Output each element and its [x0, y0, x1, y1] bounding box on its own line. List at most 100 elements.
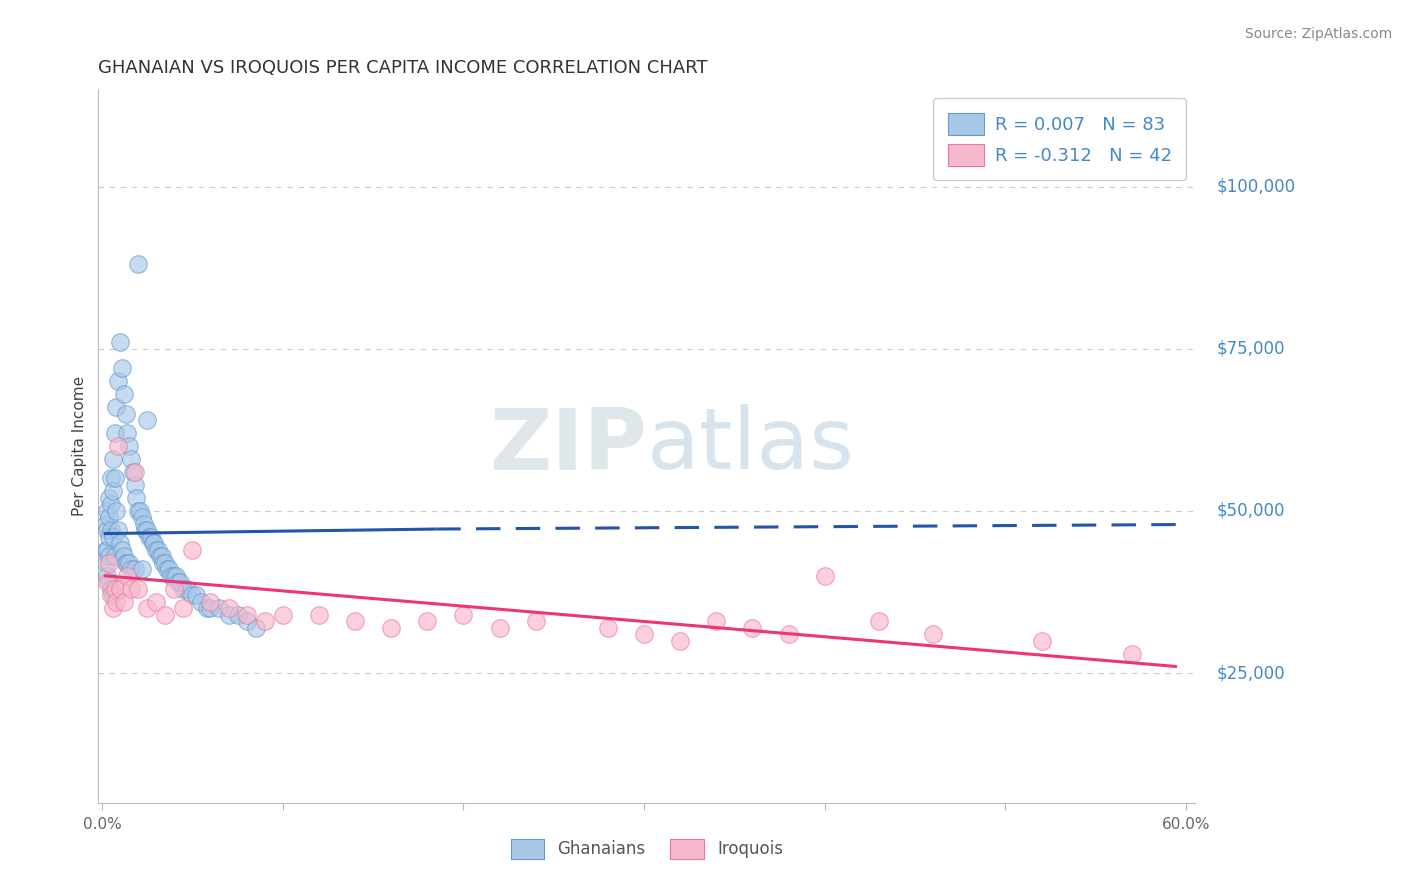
Point [129, 504, 152, 518]
Point [308, 607, 330, 622]
Point [112, 549, 135, 564]
Point [235, 614, 257, 628]
Point [134, 524, 156, 538]
Point [104, 582, 127, 596]
Point [150, 549, 173, 564]
Text: $50,000: $50,000 [1216, 502, 1285, 520]
Point [105, 595, 128, 609]
Point [117, 568, 139, 582]
Point [145, 595, 167, 609]
Point [107, 439, 129, 453]
Point [226, 607, 249, 622]
Point [131, 510, 153, 524]
Point [114, 556, 136, 570]
Text: $100,000: $100,000 [1216, 178, 1296, 195]
Point [108, 335, 131, 350]
Text: $75,000: $75,000 [1216, 340, 1285, 358]
Point [218, 607, 240, 622]
Point [152, 556, 174, 570]
Point [98, 556, 121, 570]
Point [124, 562, 146, 576]
Point [104, 471, 127, 485]
Point [101, 530, 124, 544]
Point [121, 465, 143, 479]
Point [100, 582, 122, 596]
Point [146, 542, 169, 557]
Point [172, 582, 194, 596]
Point [114, 407, 136, 421]
Point [1121, 647, 1143, 661]
Point [163, 582, 186, 596]
Point [104, 549, 127, 564]
Point [96, 504, 118, 518]
Point [136, 524, 159, 538]
Point [107, 524, 129, 538]
Point [633, 627, 655, 641]
Point [94, 516, 117, 531]
Point [163, 568, 186, 582]
Point [107, 374, 129, 388]
Point [132, 516, 155, 531]
Point [98, 510, 121, 524]
Point [235, 607, 257, 622]
Point [96, 575, 118, 590]
Point [98, 530, 121, 544]
Point [96, 568, 118, 582]
Point [172, 601, 194, 615]
Point [105, 504, 128, 518]
Point [117, 556, 139, 570]
Point [120, 582, 142, 596]
Text: ZIP: ZIP [489, 404, 647, 488]
Text: GHANAIAN VS IROQUOIS PER CAPITA INCOME CORRELATION CHART: GHANAIAN VS IROQUOIS PER CAPITA INCOME C… [98, 59, 709, 77]
Point [108, 536, 131, 550]
Point [120, 562, 142, 576]
Y-axis label: Per Capita Income: Per Capita Income [72, 376, 87, 516]
Point [271, 607, 294, 622]
Point [136, 413, 159, 427]
Point [101, 588, 124, 602]
Point [200, 601, 222, 615]
Point [159, 568, 181, 582]
Point [380, 621, 402, 635]
Point [117, 425, 139, 440]
Point [488, 621, 510, 635]
Legend: Ghanaians, Iroquois: Ghanaians, Iroquois [503, 832, 790, 866]
Point [98, 549, 121, 564]
Point [108, 582, 131, 596]
Point [138, 530, 160, 544]
Point [127, 257, 149, 271]
Point [704, 614, 727, 628]
Point [416, 614, 439, 628]
Point [127, 582, 149, 596]
Point [136, 601, 159, 615]
Point [155, 607, 177, 622]
Point [1031, 633, 1053, 648]
Point [169, 575, 191, 590]
Point [100, 497, 122, 511]
Point [98, 575, 121, 590]
Point [104, 425, 127, 440]
Point [200, 595, 222, 609]
Point [111, 361, 134, 376]
Text: Source: ZipAtlas.com: Source: ZipAtlas.com [1244, 27, 1392, 41]
Point [112, 387, 135, 401]
Point [208, 601, 231, 615]
Point [120, 452, 142, 467]
Point [596, 621, 619, 635]
Point [155, 556, 177, 570]
Point [139, 530, 162, 544]
Point [124, 465, 146, 479]
Point [868, 614, 890, 628]
Point [814, 568, 837, 582]
Point [118, 439, 141, 453]
Point [165, 568, 187, 582]
Point [181, 542, 204, 557]
Point [157, 562, 180, 576]
Point [245, 621, 267, 635]
Point [143, 536, 166, 550]
Point [105, 400, 128, 414]
Text: $25,000: $25,000 [1216, 664, 1285, 682]
Point [100, 524, 122, 538]
Point [741, 621, 763, 635]
Point [131, 562, 153, 576]
